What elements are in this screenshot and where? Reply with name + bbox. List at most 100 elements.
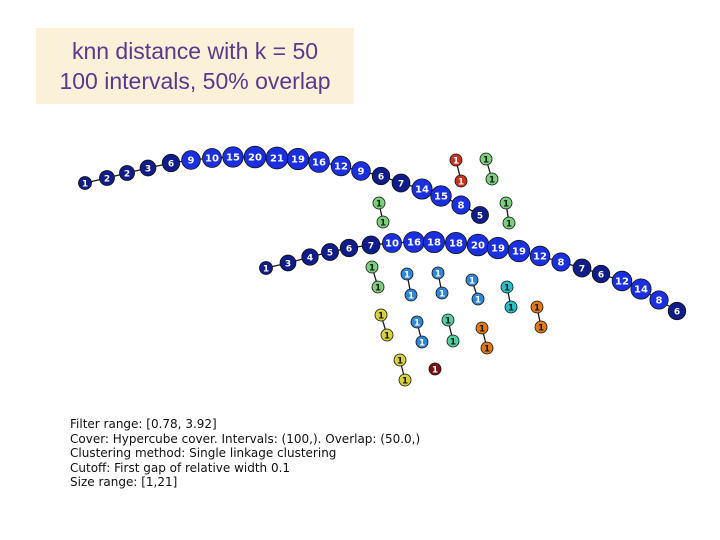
node-circle xyxy=(339,238,359,258)
node-label: 18 xyxy=(427,238,441,249)
node-label: 19 xyxy=(512,247,526,258)
node-circle xyxy=(380,328,394,342)
node-circle xyxy=(398,373,412,387)
node-label: 1 xyxy=(397,357,403,367)
node-label: 9 xyxy=(358,167,365,178)
node-label: 1 xyxy=(506,220,512,230)
graph-node: 15 xyxy=(222,146,244,168)
graph-node: 10 xyxy=(202,148,222,168)
node-label: 8 xyxy=(458,201,465,212)
node-label: 15 xyxy=(226,153,240,164)
graph-node: 14 xyxy=(630,278,652,300)
node-label: 1 xyxy=(508,304,514,314)
title-line-2: 100 intervals, 50% overlap xyxy=(59,68,331,94)
node-circle xyxy=(507,239,531,263)
node-circle xyxy=(441,313,455,327)
node-circle xyxy=(471,292,485,306)
node-label: 1 xyxy=(408,292,414,302)
node-label: 16 xyxy=(407,238,421,249)
node-label: 6 xyxy=(674,308,680,318)
node-circle xyxy=(139,159,157,177)
node-circle xyxy=(534,320,548,334)
node-circle xyxy=(301,248,319,266)
node-circle xyxy=(500,280,514,294)
node-label: 7 xyxy=(368,242,374,252)
node-label: 12 xyxy=(615,277,629,288)
node-circle xyxy=(365,260,379,274)
graph-node: 14 xyxy=(411,178,433,200)
node-circle xyxy=(391,173,411,193)
node-label: 6 xyxy=(378,173,384,183)
node-circle xyxy=(428,362,442,376)
graph-node: 1 xyxy=(371,280,385,294)
node-circle xyxy=(374,308,388,322)
node-label: 16 xyxy=(312,158,326,169)
node-label: 2 xyxy=(124,170,130,180)
node-circle xyxy=(422,230,446,254)
graph-node: 18 xyxy=(444,231,468,255)
graph-node: 1 xyxy=(485,172,499,186)
node-circle xyxy=(202,148,222,168)
graph-node: 6 xyxy=(371,166,391,186)
node-circle xyxy=(279,254,297,272)
node-label: 1 xyxy=(450,338,456,348)
node-label: 14 xyxy=(634,285,648,296)
node-circle xyxy=(475,321,489,335)
node-circle xyxy=(222,146,244,168)
node-circle xyxy=(351,161,371,181)
node-circle xyxy=(371,280,385,294)
graph-node: 1 xyxy=(502,216,516,230)
node-label: 1 xyxy=(263,265,269,275)
node-circle xyxy=(404,288,418,302)
graph-node: 1 xyxy=(380,328,394,342)
title-line-1: knn distance with k = 50 xyxy=(71,38,319,64)
graph-node: 12 xyxy=(330,155,352,177)
graph-node: 1 xyxy=(372,196,386,210)
node-label: 15 xyxy=(434,192,448,203)
node-label: 1 xyxy=(432,366,438,376)
node-label: 1 xyxy=(489,176,495,186)
node-label: 4 xyxy=(307,254,313,264)
node-label: 5 xyxy=(477,212,483,222)
node-circle xyxy=(504,300,518,314)
node-label: 8 xyxy=(558,258,565,269)
graph-node: 12 xyxy=(529,245,551,267)
node-circle xyxy=(572,258,592,278)
graph-node: 4 xyxy=(301,248,319,266)
node-circle xyxy=(393,353,407,367)
title-box: knn distance with k = 50 100 intervals, … xyxy=(36,28,354,104)
graph-node: 5 xyxy=(321,243,339,261)
node-label: 20 xyxy=(471,241,485,252)
node-circle xyxy=(361,235,381,255)
node-circle xyxy=(78,176,92,190)
node-circle xyxy=(551,252,571,272)
node-circle xyxy=(99,170,115,186)
graph-node: 9 xyxy=(181,150,201,170)
node-label: 1 xyxy=(82,180,88,190)
node-label: 18 xyxy=(449,239,463,250)
graph-node: 1 xyxy=(398,373,412,387)
node-label: 1 xyxy=(439,290,445,300)
graph-node: 10 xyxy=(382,233,402,253)
graph-node: 3 xyxy=(279,254,297,272)
graph-node: 1 xyxy=(435,286,449,300)
graph-node: 6 xyxy=(667,301,687,321)
graph-node: 16 xyxy=(308,151,330,173)
parameters-legend: Filter range: [0.78, 3.92] Cover: Hyperc… xyxy=(70,417,420,490)
node-circle xyxy=(479,152,493,166)
graph-node: 8 xyxy=(649,290,669,310)
node-label: 14 xyxy=(415,185,429,196)
node-circle xyxy=(499,196,513,210)
node-label: 21 xyxy=(270,154,284,165)
node-label: 6 xyxy=(598,271,604,281)
graph-node: 15 xyxy=(430,185,452,207)
node-label: 1 xyxy=(453,157,459,167)
node-label: 19 xyxy=(491,244,505,255)
node-label: 1 xyxy=(503,200,509,210)
node-label: 3 xyxy=(285,260,291,270)
node-label: 1 xyxy=(375,284,381,294)
graph-node: 1 xyxy=(404,288,418,302)
node-circle xyxy=(471,206,489,224)
